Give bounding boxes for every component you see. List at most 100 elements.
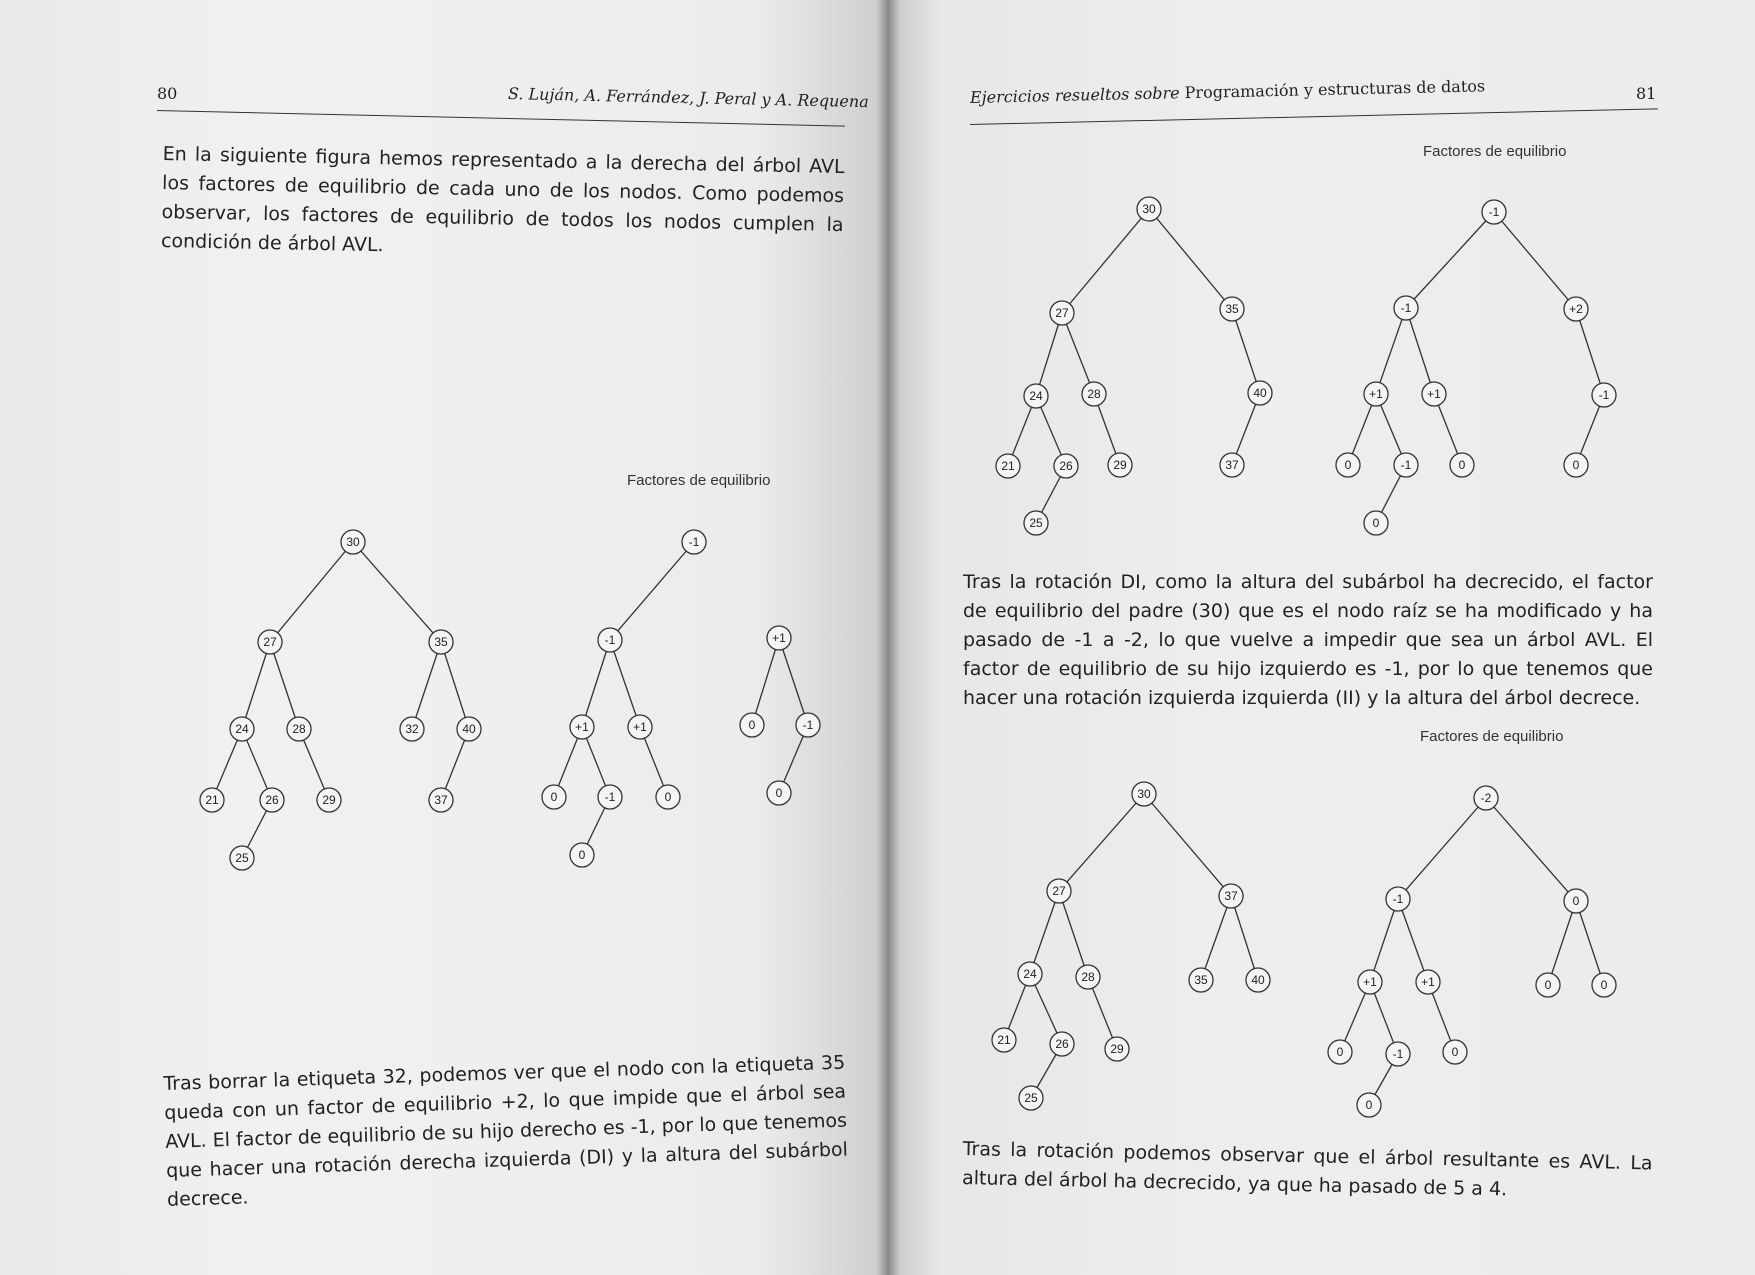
tree-node-label: 37	[1225, 458, 1239, 472]
tree-node	[1563, 888, 1589, 914]
tree-node	[1219, 296, 1245, 322]
tree-edge	[1347, 393, 1377, 466]
tree-node	[655, 784, 681, 810]
left-paragraph-2: Tras borrar la etiqueta 32, podemos ver …	[163, 1051, 849, 1211]
tree-node-label: -1	[605, 790, 616, 804]
right-fig1-keys: 30 27 35 24 28 40 21 26 29 37 25	[995, 196, 1273, 536]
tree-node-label: 35	[1194, 973, 1208, 987]
tree-node-label: 27	[1052, 884, 1066, 898]
tree-node	[1046, 878, 1072, 904]
tree-node-label: -1	[1599, 388, 1610, 402]
tree-node	[1563, 296, 1589, 322]
tree-node	[766, 625, 792, 651]
tree-edge	[1230, 895, 1259, 981]
tree-edge	[1035, 312, 1063, 397]
tree-node	[541, 784, 567, 810]
tree-node	[1591, 382, 1617, 408]
tree-node-label: 35	[434, 635, 448, 649]
tree-node-label: 28	[1081, 970, 1095, 984]
tree-node	[1188, 967, 1214, 993]
tree-node	[257, 629, 283, 655]
tree-node-label: +1	[1363, 975, 1377, 989]
tree-edge	[1369, 898, 1399, 983]
tree-node-label: -1	[1489, 205, 1500, 219]
tree-edge	[211, 728, 243, 801]
tree-node	[795, 712, 821, 738]
tree-node	[428, 629, 454, 655]
tree-node-label: 32	[405, 722, 419, 736]
tree-node	[1335, 452, 1361, 478]
tree-node-label: 0	[776, 786, 783, 800]
tree-node-label: 40	[1251, 973, 1265, 987]
tree-node	[1385, 886, 1411, 912]
tree-node	[1136, 196, 1162, 222]
tree-edge	[1029, 890, 1060, 975]
tree-node	[991, 1027, 1017, 1053]
tree-node	[1481, 199, 1507, 225]
tree-edge	[411, 641, 442, 730]
tree-node-label: -1	[605, 633, 616, 647]
tree-node	[229, 716, 255, 742]
tree-node	[1104, 1036, 1130, 1062]
tree-node	[1393, 295, 1419, 321]
tree-node	[995, 453, 1021, 479]
tree-node-label: 21	[1001, 459, 1015, 473]
tree-node-label: +1	[772, 631, 786, 645]
tree-node	[1563, 452, 1589, 478]
tree-node-label: 30	[1137, 787, 1151, 801]
tree-node-label: 29	[1110, 1042, 1124, 1056]
tree-node-label: 0	[551, 790, 558, 804]
tree-node-label: -1	[689, 535, 700, 549]
right-fig2-balance: -2 -1 0 +1 +1 0 0 0 -1 0 0	[1327, 785, 1617, 1118]
tree-edge	[440, 641, 470, 730]
tree-edge	[269, 541, 354, 643]
tree-node-label: 26	[1059, 459, 1073, 473]
tree-node-label: 25	[1024, 1091, 1038, 1105]
tree-node	[627, 714, 653, 740]
tree-node	[1327, 1039, 1353, 1065]
tree-node-label: 27	[263, 635, 277, 649]
tree-node-label: 24	[1023, 967, 1037, 981]
right-paragraph-1: Tras la rotación DI, como la altura del …	[963, 571, 1653, 709]
tree-edge	[1375, 307, 1407, 395]
tree-node-label: 29	[322, 793, 336, 807]
tree-node	[1023, 510, 1049, 536]
tree-node	[1591, 972, 1617, 998]
tree-node	[399, 716, 425, 742]
right-figure-2-caption: Factores de equilibrio	[1420, 728, 1564, 745]
tree-node	[316, 787, 342, 813]
tree-node-label: 37	[1224, 889, 1238, 903]
right-page: Ejercicios resueltos sobre Programación …	[888, 0, 1755, 1275]
tree-node	[1219, 452, 1245, 478]
tree-edge	[1231, 392, 1261, 466]
tree-edge	[1547, 900, 1577, 986]
tree-node-label: 25	[235, 851, 249, 865]
tree-edge	[581, 639, 611, 728]
tree-node-label: 40	[462, 722, 476, 736]
tree-node	[199, 787, 225, 813]
tree-node-label: 37	[434, 793, 448, 807]
tree-node-label: 30	[1142, 202, 1156, 216]
tree-node-label: 0	[665, 790, 672, 804]
tree-node-label: -1	[1393, 892, 1404, 906]
tree-node-label: 28	[1087, 387, 1101, 401]
tree-node-label: 0	[1573, 894, 1580, 908]
tree-node	[1415, 969, 1441, 995]
tree-node-label: 26	[1055, 1037, 1069, 1051]
page-number-right: 81	[1636, 84, 1657, 103]
tree-node-label: 25	[1029, 516, 1043, 530]
tree-node	[1081, 381, 1107, 407]
tree-node-label: 0	[1345, 458, 1352, 472]
tree-node-label: 0	[579, 848, 586, 862]
tree-node	[569, 842, 595, 868]
tree-node	[739, 712, 765, 738]
tree-node	[286, 716, 312, 742]
tree-edge	[1035, 395, 1067, 467]
tree-node	[766, 780, 792, 806]
tree-node-label: 0	[1601, 978, 1608, 992]
tree-node-label: 24	[1029, 389, 1043, 403]
tree-node	[1023, 383, 1049, 409]
tree-edge	[609, 541, 695, 641]
tree-edge	[241, 641, 271, 730]
